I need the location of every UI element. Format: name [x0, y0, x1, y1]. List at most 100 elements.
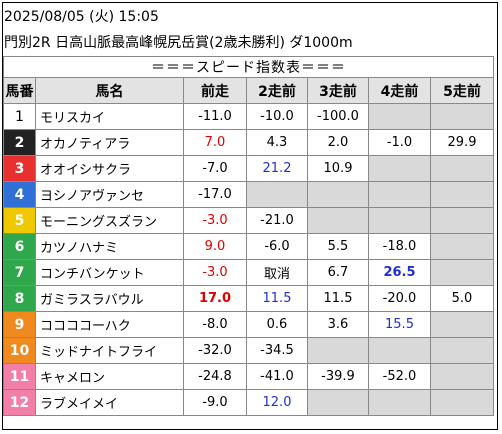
- empty-cell: [430, 337, 494, 364]
- empty-cell: [368, 337, 431, 364]
- horse-name: キャメロン: [35, 363, 184, 390]
- speed-index-cell: -9.0: [183, 389, 247, 416]
- col-header-4th: 4走前: [368, 77, 431, 104]
- table-title: ＝＝＝スピード指数表＝＝＝: [3, 56, 494, 78]
- speed-index-cell: 取消: [246, 259, 308, 286]
- horse-name: ミッドナイトフライ: [35, 337, 184, 364]
- speed-index-cell: -18.0: [368, 233, 431, 260]
- empty-cell: [430, 259, 494, 286]
- horse-name: カツノハナミ: [35, 233, 184, 260]
- col-header-3rd: 3走前: [307, 77, 369, 104]
- horse-name: オカノティアラ: [35, 129, 184, 156]
- speed-index-cell: -8.0: [183, 311, 247, 338]
- horse-number: 10: [3, 337, 36, 364]
- table-row: 5 モーニングスズラン -3.0 -21.0: [3, 207, 494, 234]
- table-row: 9 ココココーハク -8.0 0.6 3.6 15.5: [3, 311, 494, 338]
- horse-name: ガミラスラバウル: [35, 285, 184, 312]
- speed-index-cell: -41.0: [246, 363, 308, 390]
- race-title: 門別2R 日高山脈最高峰幌尻岳賞(2歳未勝利) ダ1000m: [4, 35, 353, 51]
- table-row: 10 ミッドナイトフライ -32.0 -34.5: [3, 337, 494, 364]
- horse-number: 12: [3, 389, 36, 416]
- empty-cell: [307, 389, 369, 416]
- horse-number: 8: [3, 285, 36, 312]
- speed-index-cell: -39.9: [307, 363, 369, 390]
- speed-index-cell: -3.0: [183, 207, 247, 234]
- speed-index-cell: -52.0: [368, 363, 431, 390]
- speed-index-cell: -24.8: [183, 363, 247, 390]
- horse-number: 9: [3, 311, 36, 338]
- horse-number: 4: [3, 181, 36, 208]
- speed-index-cell: -34.5: [246, 337, 308, 364]
- speed-index-cell: 10.9: [307, 155, 369, 182]
- speed-index-cell: 17.0: [183, 285, 247, 312]
- empty-cell: [430, 389, 494, 416]
- speed-index-cell: 4.3: [246, 129, 308, 156]
- table-row: 12 ラブメイメイ -9.0 12.0: [3, 389, 494, 416]
- speed-index-cell: -7.0: [183, 155, 247, 182]
- speed-index-cell: 29.9: [430, 129, 494, 156]
- table-row: 4 ヨシノアヴァンセ -17.0: [3, 181, 494, 208]
- empty-cell: [307, 181, 369, 208]
- empty-cell: [307, 207, 369, 234]
- empty-cell: [430, 311, 494, 338]
- speed-index-cell: -20.0: [368, 285, 431, 312]
- speed-index-cell: -10.0: [246, 103, 308, 130]
- speed-index-cell: 2.0: [307, 129, 369, 156]
- horse-number: 11: [3, 363, 36, 390]
- speed-index-cell: 6.7: [307, 259, 369, 286]
- speed-index-cell: -17.0: [183, 181, 247, 208]
- empty-cell: [368, 181, 431, 208]
- empty-cell: [430, 103, 494, 130]
- empty-cell: [430, 181, 494, 208]
- horse-number: 5: [3, 207, 36, 234]
- horse-number: 3: [3, 155, 36, 182]
- speed-index-cell: 26.5: [368, 259, 431, 286]
- page-frame: [2, 2, 498, 430]
- col-header-2nd: 2走前: [246, 77, 308, 104]
- empty-cell: [430, 207, 494, 234]
- horse-name: オオイシサクラ: [35, 155, 184, 182]
- speed-index-cell: 11.5: [307, 285, 369, 312]
- empty-cell: [246, 181, 308, 208]
- speed-index-cell: -11.0: [183, 103, 247, 130]
- col-header-name: 馬名: [35, 77, 184, 104]
- empty-cell: [368, 155, 431, 182]
- speed-index-cell: 9.0: [183, 233, 247, 260]
- speed-index-cell: -6.0: [246, 233, 308, 260]
- speed-index-cell: 21.2: [246, 155, 308, 182]
- speed-index-cell: -3.0: [183, 259, 247, 286]
- empty-cell: [307, 337, 369, 364]
- speed-index-cell: 0.6: [246, 311, 308, 338]
- col-header-num: 馬番: [3, 77, 36, 104]
- speed-index-cell: -32.0: [183, 337, 247, 364]
- horse-number: 7: [3, 259, 36, 286]
- horse-number: 2: [3, 129, 36, 156]
- speed-index-cell: 3.6: [307, 311, 369, 338]
- speed-index-cell: -1.0: [368, 129, 431, 156]
- speed-index-cell: -21.0: [246, 207, 308, 234]
- empty-cell: [430, 233, 494, 260]
- horse-name: ラブメイメイ: [35, 389, 184, 416]
- header-row: 馬番 馬名 前走 2走前 3走前 4走前 5走前: [3, 77, 494, 104]
- speed-index-cell: 7.0: [183, 129, 247, 156]
- speed-index-cell: 5.5: [307, 233, 369, 260]
- race-datetime: 2025/08/05 (火) 15:05: [4, 9, 159, 25]
- empty-cell: [430, 363, 494, 390]
- empty-cell: [368, 389, 431, 416]
- horse-name: モーニングスズラン: [35, 207, 184, 234]
- table-row: 3 オオイシサクラ -7.0 21.2 10.9: [3, 155, 494, 182]
- horse-name: ココココーハク: [35, 311, 184, 338]
- horse-number: 6: [3, 233, 36, 260]
- table-row: 2 オカノティアラ 7.0 4.3 2.0 -1.0 29.9: [3, 129, 494, 156]
- speed-index-table: ＝＝＝スピード指数表＝＝＝ 馬番 馬名 前走 2走前 3走前 4走前 5走前 1…: [3, 56, 494, 416]
- empty-cell: [430, 155, 494, 182]
- speed-index-cell: -100.0: [307, 103, 369, 130]
- speed-index-cell: 11.5: [246, 285, 308, 312]
- col-header-5th: 5走前: [430, 77, 494, 104]
- horse-name: コンチバンケット: [35, 259, 184, 286]
- table-row: 1 モリスカイ -11.0 -10.0 -100.0: [3, 103, 494, 130]
- table-row: 8 ガミラスラバウル 17.0 11.5 11.5 -20.0 5.0: [3, 285, 494, 312]
- table-row: 11 キャメロン -24.8 -41.0 -39.9 -52.0: [3, 363, 494, 390]
- empty-cell: [368, 103, 431, 130]
- horse-name: モリスカイ: [35, 103, 184, 130]
